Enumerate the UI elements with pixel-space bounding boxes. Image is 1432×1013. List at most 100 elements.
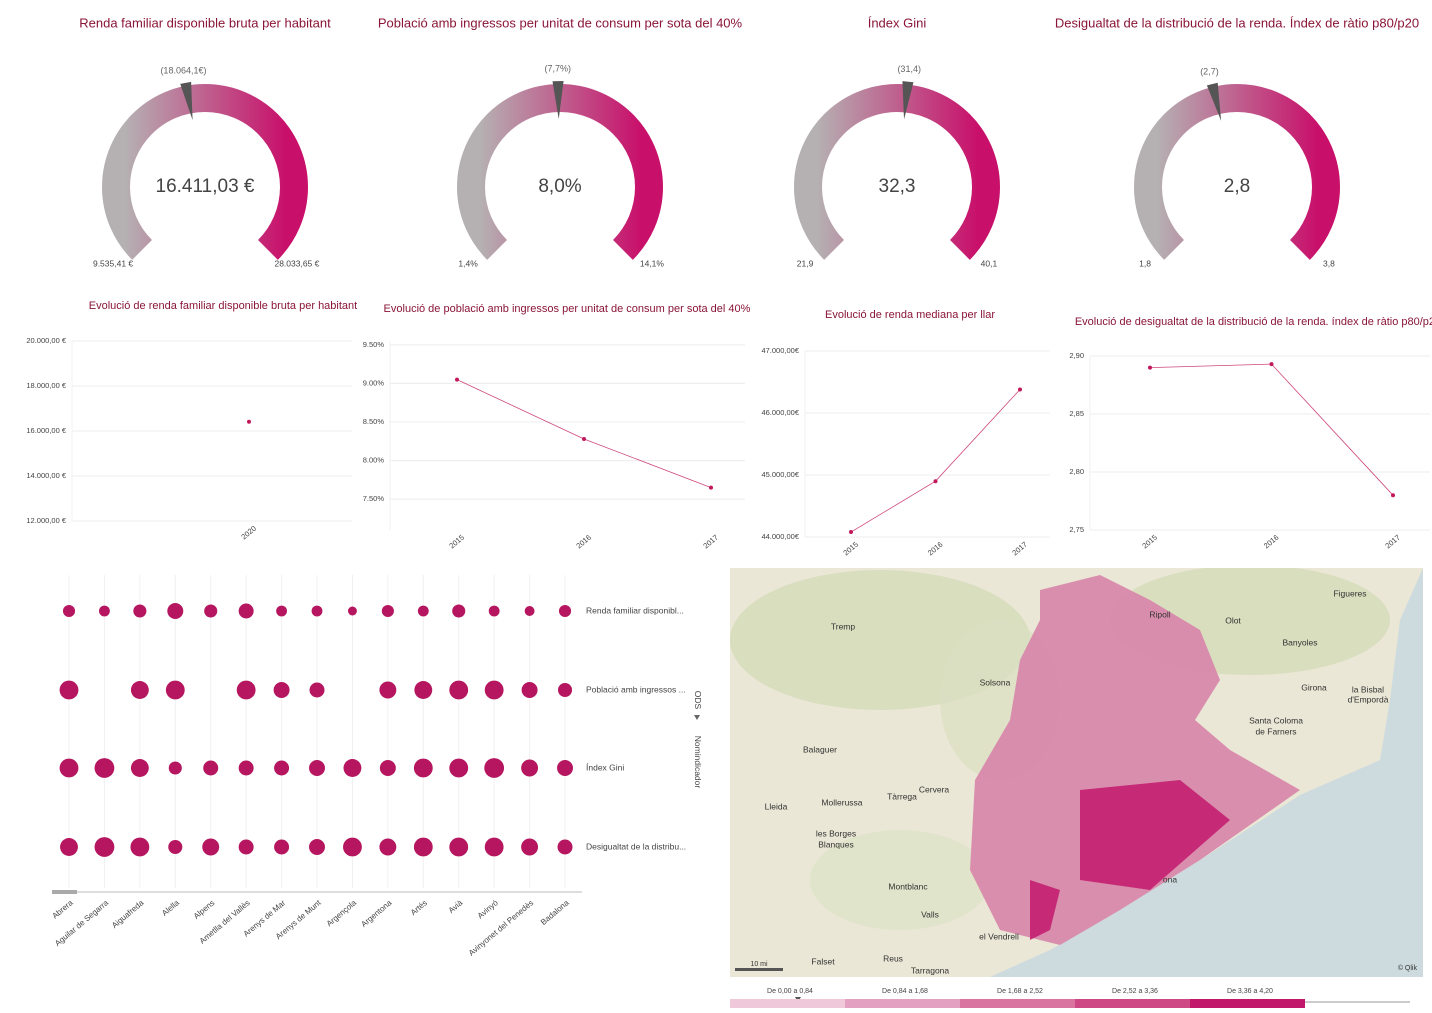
axis-label: Nomindicador <box>693 736 703 789</box>
x-tick-label: 2015 <box>447 533 466 551</box>
bubble <box>273 682 290 698</box>
gauge-tick-label: 3,8 <box>1323 258 1335 268</box>
bubble <box>165 680 185 700</box>
y-tick-label: 20.000,00 € <box>26 336 66 345</box>
y-tick-label: 46.000,00€ <box>761 408 799 417</box>
y-tick-label: 2,75 <box>1069 525 1084 534</box>
bubble <box>94 758 115 778</box>
map-place-label: Reus <box>883 953 903 963</box>
gauge-title: Renda familiar disponible bruta per habi… <box>79 15 331 30</box>
map-place-label: Figueres <box>1333 588 1366 598</box>
bubble <box>59 680 79 700</box>
y-tick-label: 44.000,00€ <box>761 532 799 541</box>
point <box>247 419 251 424</box>
x-tick-label: Argençola <box>325 898 359 928</box>
y-tick-label: 8.50% <box>363 417 385 426</box>
x-tick-label: 2016 <box>1262 533 1281 551</box>
bubble <box>60 838 78 856</box>
gauge-needle <box>552 81 564 120</box>
map-place-label: Tàrrega <box>887 791 917 801</box>
legend-label: De 0,84 a 1,68 <box>882 988 928 995</box>
gauge-tick-label: 1,4% <box>458 258 478 268</box>
bubble <box>379 681 397 699</box>
map-place-label: Lleida <box>765 801 788 811</box>
bubble <box>130 837 150 857</box>
bubble <box>238 839 254 855</box>
chart-title: Evolució de renda familiar disponible br… <box>89 300 357 312</box>
bubble <box>203 760 219 776</box>
x-tick-label: 2015 <box>1140 533 1159 551</box>
bubble <box>238 760 254 776</box>
bubble <box>558 604 572 618</box>
bubble <box>484 680 504 700</box>
gauge-arc <box>457 84 663 260</box>
bubble <box>99 605 110 617</box>
legend-label: De 3,36 a 4,20 <box>1227 988 1273 995</box>
map-place-label: de Farners <box>1255 726 1296 736</box>
y-tick-label: 47.000,00€ <box>761 346 799 355</box>
gauge-title: Desigualtat de la distribució de la rend… <box>1055 15 1419 30</box>
y-tick-label: 45.000,00€ <box>761 470 799 479</box>
bubble <box>62 604 76 618</box>
bubble <box>557 760 574 776</box>
point <box>849 530 853 535</box>
y-tick-label: 9.50% <box>363 340 385 349</box>
gauge-tick-label: 1,8 <box>1139 258 1151 268</box>
bubble <box>381 604 394 618</box>
x-tick-label: Badalona <box>539 898 571 927</box>
gauge-arc <box>1134 84 1340 260</box>
x-tick-label: Aiguafreda <box>110 898 146 930</box>
y-tick-label: 8.00% <box>363 456 385 465</box>
x-tick-label: Alpens <box>192 898 217 921</box>
point <box>933 479 938 484</box>
bubble <box>168 839 183 855</box>
legend-swatch <box>730 999 845 1008</box>
bubble <box>167 603 184 619</box>
line <box>456 379 712 488</box>
legend-label: De 2,52 a 3,36 <box>1112 988 1158 995</box>
reference-label: (7,7%) <box>545 63 572 73</box>
bubble <box>452 604 466 618</box>
bubble <box>413 758 433 778</box>
map-place-label: Girona <box>1301 682 1327 692</box>
bubble <box>204 604 218 618</box>
map-place-label: Mollerussa <box>821 797 862 807</box>
x-tick-label: 2016 <box>926 540 945 558</box>
bubble <box>274 839 290 855</box>
gauge-needle <box>902 81 914 120</box>
x-tick-label: 2017 <box>1383 533 1402 551</box>
y-tick-label: 18.000,00 € <box>26 381 66 390</box>
bubble <box>343 759 362 777</box>
legend-label: De 0,00 a 0,84 <box>767 988 813 995</box>
legend-swatch <box>845 999 960 1008</box>
bubble <box>521 759 539 777</box>
map-place-label: Banyoles <box>1283 637 1318 647</box>
gauge-tick-label: 9.535,41 € <box>93 258 133 268</box>
bubble <box>449 680 469 700</box>
x-tick-label: Avià <box>447 898 465 915</box>
y-tick-label: 16.000,00 € <box>26 426 66 435</box>
point <box>1148 365 1152 370</box>
x-tick-label: 2017 <box>1010 540 1029 558</box>
bubble <box>59 758 79 778</box>
y-tick-label: 14.000,00 € <box>26 471 66 480</box>
map-place-label: Montblanc <box>888 881 928 891</box>
gauge-value: 2,8 <box>1224 176 1250 197</box>
y-tick-label: 12.000,00 € <box>26 516 66 525</box>
bubble <box>309 682 325 698</box>
bubble <box>488 605 500 617</box>
x-tick-label: 2017 <box>701 533 720 551</box>
bubble <box>557 839 573 855</box>
bubble <box>413 837 433 857</box>
bubble <box>309 839 325 855</box>
bubble <box>484 837 504 857</box>
map-place-label: ona <box>1163 874 1177 884</box>
gauge-title: Índex Gini <box>868 15 927 30</box>
bubble <box>417 605 429 617</box>
x-tick-label: Argentona <box>359 898 393 929</box>
map-place-label: Valls <box>921 909 939 919</box>
point <box>1018 387 1022 392</box>
gauge-title: Població amb ingressos per unitat de con… <box>378 15 743 30</box>
row-label: Població amb ingressos ... <box>586 684 686 694</box>
map-place-label: Cervera <box>919 784 950 794</box>
